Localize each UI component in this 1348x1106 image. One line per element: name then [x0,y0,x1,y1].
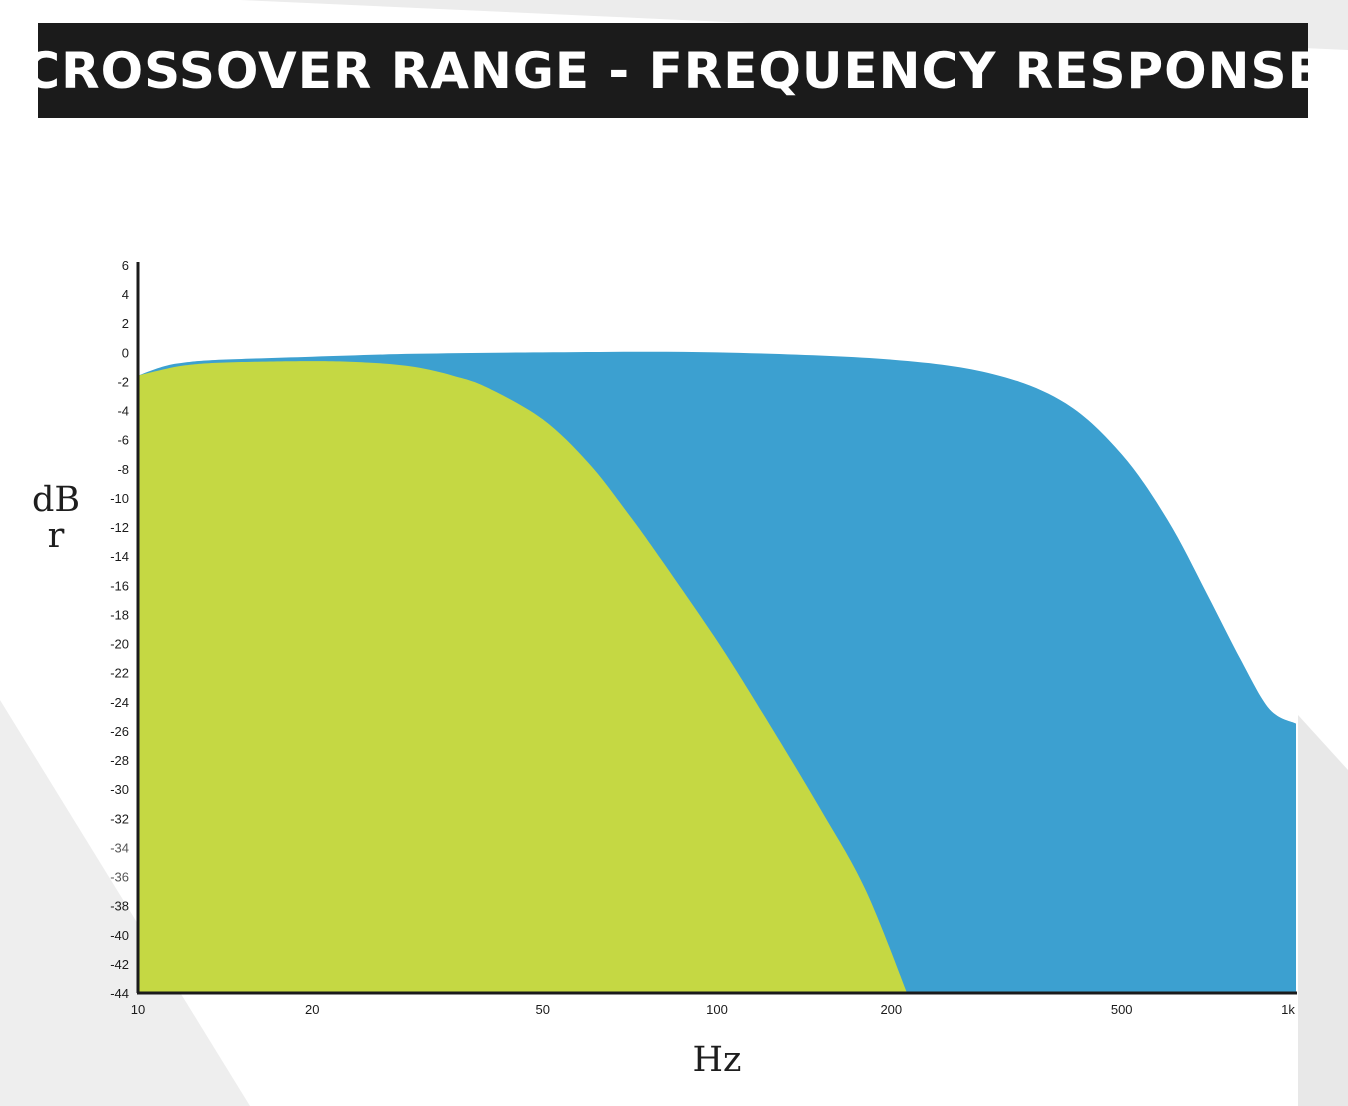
y-tick-label: -2 [117,374,129,389]
y-tick-label: -12 [110,520,129,535]
y-tick-label: 4 [122,287,129,302]
x-tick-label: 20 [305,1002,319,1017]
x-axis-label: Hz [692,1040,742,1080]
axes [136,262,1297,995]
y-tick-label: -30 [110,782,129,797]
low-band-area [138,361,908,994]
y-tick-label: -18 [110,607,129,622]
y-tick-label: -32 [110,811,129,826]
x-tick-labels: 10 20 50 100 200 500 1k [131,1002,1296,1017]
x-tick-label: 200 [880,1002,902,1017]
y-tick-label: -36 [110,870,129,885]
y-tick-label: 6 [122,258,129,273]
y-tick-label: -22 [110,666,129,681]
x-tick-label: 1k [1281,1002,1295,1017]
y-tick-label: -28 [110,753,129,768]
y-axis-label: dBr [31,480,81,556]
y-tick-label: -10 [110,491,129,506]
y-tick-label: -20 [110,637,129,652]
y-tick-label: -40 [110,928,129,943]
x-tick-label: 500 [1111,1002,1133,1017]
chart-title: CROSSOVER RANGE - FREQUENCY RESPONSE [23,41,1323,100]
y-tick-label: -16 [110,578,129,593]
y-tick-label: -38 [110,899,129,914]
right-stripe [1298,715,1348,1106]
y-tick-label: 2 [122,316,129,331]
x-tick-label: 50 [535,1002,549,1017]
y-tick-label: -8 [117,462,129,477]
y-tick-labels: 6 4 2 0 -2 -4 -6 -8 -10 -12 -14 -16 -18 -20 -22 -24 -26 -… [110,258,129,1001]
x-tick-label: 100 [706,1002,728,1017]
title-bar: CROSSOVER RANGE - FREQUENCY RESPONSE [23,23,1322,118]
x-tick-label: 10 [131,1002,145,1017]
y-tick-label: -14 [110,549,129,564]
y-tick-label: -34 [110,840,129,855]
y-tick-label: -26 [110,724,129,739]
y-tick-label: -24 [110,695,129,710]
y-tick-label: -4 [117,404,129,419]
y-tick-label: -44 [110,986,129,1001]
y-tick-label: -42 [110,957,129,972]
bottom-left-stripe [0,700,250,1106]
y-tick-label: -6 [117,433,129,448]
y-tick-label: 0 [122,345,129,360]
series-areas [138,351,1296,994]
